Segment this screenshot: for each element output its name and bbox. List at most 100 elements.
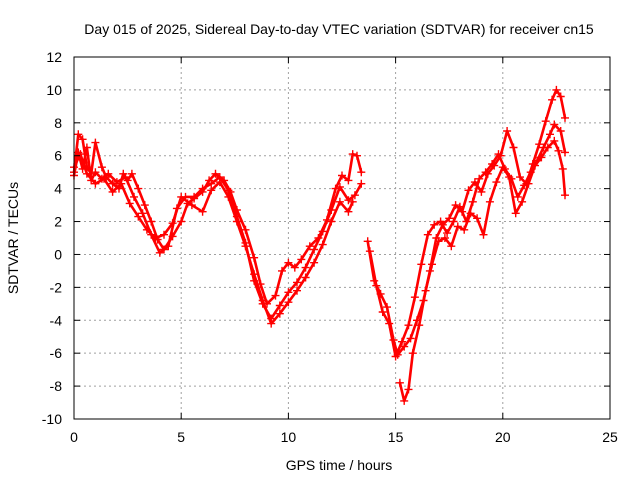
x-tick-label: 0: [70, 429, 78, 445]
data-point: [410, 293, 419, 302]
x-tick-label: 25: [602, 429, 618, 445]
data-point: [350, 191, 359, 200]
data-point: [353, 151, 361, 160]
y-tick-label: 4: [54, 181, 62, 197]
data-point: [550, 120, 559, 129]
data-point: [466, 209, 475, 218]
y-tick-label: 8: [54, 115, 62, 131]
data-point: [151, 234, 160, 242]
series-track-5: [365, 120, 569, 361]
data-point: [284, 298, 293, 307]
data-point: [548, 95, 557, 104]
data-point: [121, 173, 130, 182]
data-point: [108, 179, 117, 188]
data-point: [155, 248, 164, 257]
data-point: [134, 212, 143, 221]
data-point: [492, 178, 501, 187]
chart-title: Day 015 of 2025, Sidereal Day-to-day VTE…: [84, 21, 594, 37]
data-point: [460, 225, 469, 234]
x-tick-label: 5: [177, 429, 185, 445]
data-point: [417, 260, 426, 269]
data-point: [524, 179, 533, 188]
data-point: [541, 117, 550, 126]
data-point: [127, 169, 136, 178]
data-point: [305, 242, 314, 251]
data-series: [70, 85, 569, 405]
y-tick-label: 2: [54, 214, 62, 230]
data-point: [293, 278, 301, 287]
data-point: [147, 217, 156, 226]
data-point: [104, 169, 113, 178]
data-point: [275, 309, 284, 318]
data-point: [211, 169, 220, 178]
data-point: [537, 153, 546, 162]
data-point: [125, 199, 134, 208]
data-point: [400, 342, 409, 351]
data-point: [310, 258, 319, 267]
y-tick-label: -8: [50, 378, 63, 394]
series-track-3: [70, 150, 357, 328]
data-point: [464, 186, 473, 195]
data-point: [168, 219, 177, 228]
data-point: [372, 281, 381, 290]
data-point: [509, 143, 518, 152]
data-point: [518, 197, 527, 206]
data-point: [516, 173, 524, 182]
y-tick-label: -10: [42, 411, 62, 427]
data-point: [430, 220, 439, 229]
data-point: [97, 163, 106, 172]
data-point: [479, 230, 488, 239]
data-point: [554, 146, 563, 155]
data-point: [198, 207, 207, 216]
data-point: [76, 150, 85, 159]
data-point: [138, 209, 147, 218]
data-point: [383, 303, 391, 312]
data-point: [498, 163, 507, 172]
data-point: [224, 192, 233, 201]
data-point: [400, 396, 409, 405]
data-point: [404, 321, 413, 330]
x-tick-label: 20: [495, 429, 511, 445]
data-point: [531, 161, 539, 170]
data-point: [117, 179, 126, 188]
data-point: [177, 217, 186, 226]
data-point: [473, 214, 482, 223]
data-point: [335, 183, 344, 191]
data-point: [556, 92, 565, 101]
data-point: [198, 184, 207, 193]
data-point: [327, 206, 336, 214]
data-point: [82, 169, 91, 178]
data-point: [91, 168, 100, 177]
data-point: [338, 171, 346, 180]
data-point: [348, 197, 357, 206]
data-point: [550, 136, 559, 145]
data-point: [267, 319, 276, 328]
series-track-2: [70, 143, 366, 323]
data-point: [385, 319, 394, 328]
y-tick-label: 6: [54, 148, 62, 164]
data-point: [318, 227, 327, 236]
y-axis-label: SDTVAR / TECUs: [5, 182, 21, 294]
data-point: [447, 242, 456, 251]
data-point: [344, 196, 353, 205]
data-point: [327, 217, 336, 226]
data-point: [250, 253, 259, 262]
data-point: [561, 113, 569, 122]
data-point: [301, 263, 310, 272]
data-point: [415, 321, 424, 330]
data-point: [190, 192, 199, 201]
series-track-1: [70, 130, 366, 308]
x-axis-label: GPS time / hours: [286, 457, 393, 473]
data-point: [293, 286, 301, 295]
data-point: [475, 174, 484, 183]
plot-frame: [73, 56, 611, 420]
data-point: [546, 130, 554, 139]
data-point: [112, 178, 121, 187]
data-point: [241, 242, 250, 251]
data-point: [363, 237, 372, 246]
data-point: [443, 229, 452, 238]
data-point: [543, 143, 552, 152]
y-tick-label: 10: [46, 82, 62, 98]
data-point: [421, 286, 430, 295]
